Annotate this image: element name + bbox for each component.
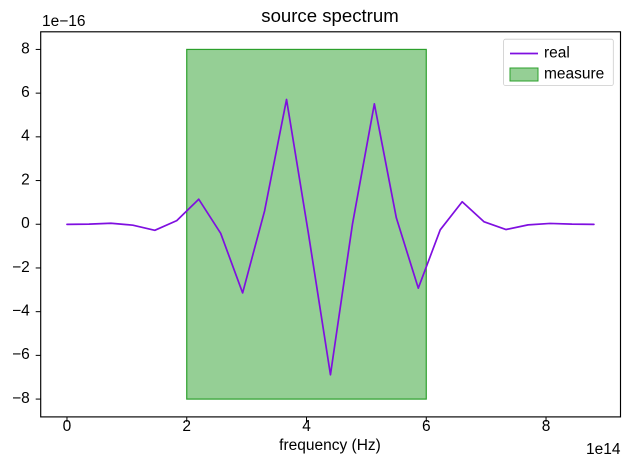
- svg-text:−4: −4: [12, 303, 30, 320]
- svg-text:measure: measure: [544, 66, 604, 83]
- svg-text:frequency (Hz): frequency (Hz): [279, 437, 381, 454]
- svg-text:−6: −6: [12, 346, 30, 363]
- svg-text:1e14: 1e14: [586, 441, 621, 458]
- svg-text:8: 8: [542, 418, 551, 435]
- svg-text:4: 4: [21, 128, 30, 145]
- svg-text:0: 0: [21, 215, 30, 232]
- svg-text:−2: −2: [12, 259, 30, 276]
- svg-text:4: 4: [302, 418, 311, 435]
- svg-text:2: 2: [21, 171, 30, 188]
- svg-text:source spectrum: source spectrum: [261, 5, 398, 26]
- svg-text:0: 0: [63, 418, 72, 435]
- svg-text:6: 6: [21, 84, 30, 101]
- svg-text:6: 6: [422, 418, 431, 435]
- svg-text:−8: −8: [12, 390, 30, 407]
- svg-text:real: real: [544, 45, 570, 62]
- svg-text:8: 8: [21, 40, 30, 57]
- svg-text:2: 2: [182, 418, 191, 435]
- svg-text:1e−16: 1e−16: [42, 13, 86, 30]
